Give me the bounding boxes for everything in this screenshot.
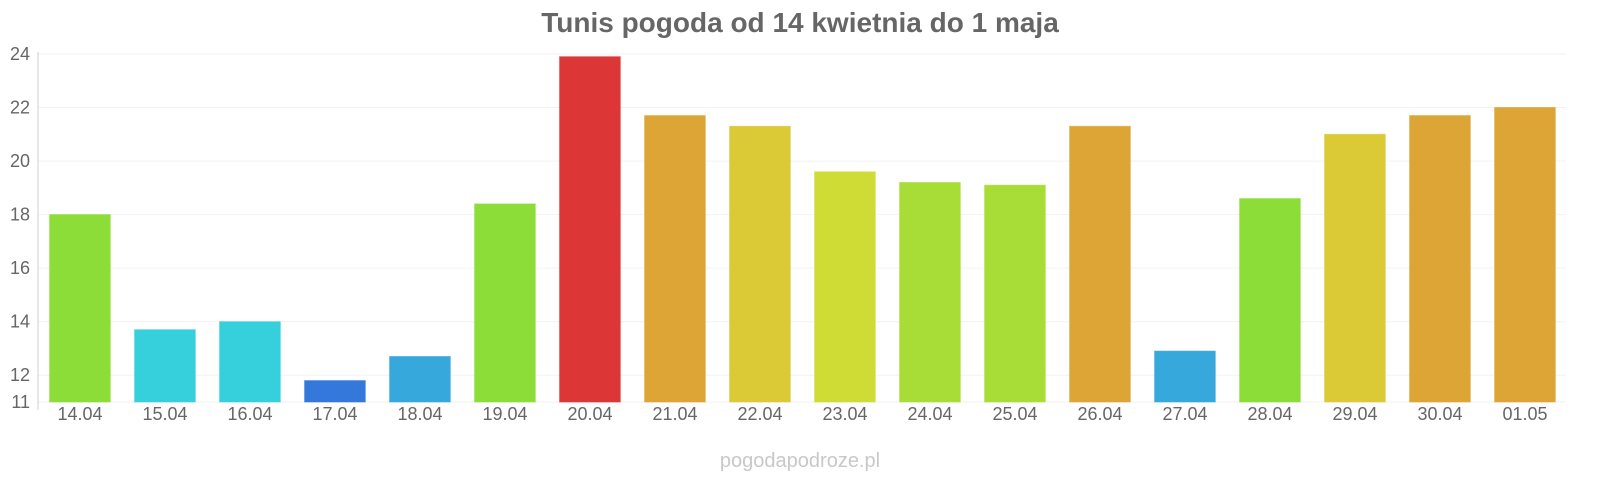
x-tick-label: 14.04 [57,404,102,424]
source-label: pogodapodroze.pl [720,450,880,472]
y-tick-label: 22 [10,98,30,118]
bar-26.04[interactable] [1069,125,1131,403]
x-tick-label: 30.04 [1417,404,1462,424]
y-tick-label: 12 [10,365,30,385]
bar-18.04[interactable] [389,356,451,403]
bar-01.05[interactable] [1494,107,1556,403]
bar-25.04[interactable] [984,184,1046,403]
bar-23.04[interactable] [814,171,876,403]
x-tick-label: 24.04 [907,404,952,424]
x-tick-label: 29.04 [1332,404,1377,424]
bar-27.04[interactable] [1154,350,1216,403]
y-tick-label: 16 [10,258,30,278]
x-tick-label: 28.04 [1247,404,1292,424]
bar-16.04[interactable] [219,321,281,403]
bar-21.04[interactable] [644,115,706,403]
x-tick-label: 20.04 [567,404,612,424]
x-tick-label: 25.04 [992,404,1037,424]
x-tick-label: 22.04 [737,404,782,424]
bar-22.04[interactable] [729,125,791,403]
bars [49,56,1556,403]
bar-29.04[interactable] [1324,133,1386,403]
x-tick-label: 26.04 [1077,404,1122,424]
bar-17.04[interactable] [304,380,366,403]
bar-28.04[interactable] [1239,198,1301,403]
x-tick-label: 19.04 [482,404,527,424]
y-tick-label: 20 [10,151,30,171]
bar-15.04[interactable] [134,329,196,403]
x-tick-label: 15.04 [142,404,187,424]
y-tick-label: 14 [10,312,30,332]
x-axis-ticks: 14.04 15.04 16.04 17.04 18.04 19.04 20.04 21.04… [57,404,1547,424]
x-tick-label: 23.04 [822,404,867,424]
x-tick-label: 17.04 [312,404,357,424]
bar-14.04[interactable] [49,214,111,403]
x-tick-label: 18.04 [397,404,442,424]
bar-30.04[interactable] [1409,115,1471,403]
bar-20.04[interactable] [559,56,621,403]
y-tick-label: 18 [10,205,30,225]
x-tick-label: 01.05 [1502,404,1547,424]
y-tick-label: 24 [10,44,30,64]
y-tick-label: 11 [11,392,30,412]
bar-24.04[interactable] [899,182,961,403]
y-axis-ticks: 11 12 14 16 18 20 22 24 [10,44,30,412]
x-tick-label: 16.04 [227,404,272,424]
x-tick-label: 21.04 [652,404,697,424]
grid-lines [38,53,1566,403]
bar-19.04[interactable] [474,203,536,403]
chart-title: Tunis pogoda od 14 kwietnia do 1 maja [541,7,1059,38]
x-tick-label: 27.04 [1162,404,1207,424]
